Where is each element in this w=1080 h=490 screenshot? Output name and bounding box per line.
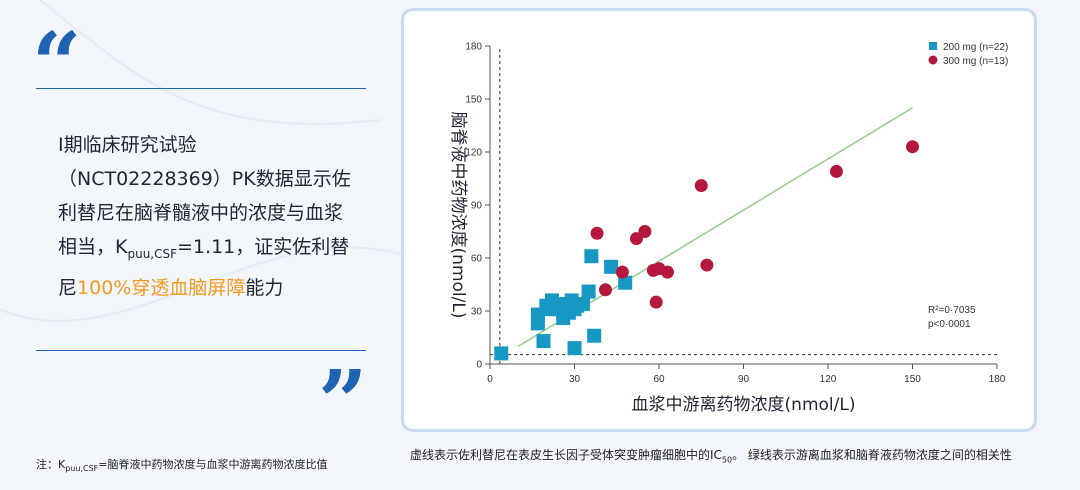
x-tick-label: 30 bbox=[569, 374, 581, 385]
top-divider bbox=[36, 88, 366, 89]
legend-swatch-300mg bbox=[928, 55, 938, 65]
legend-label-200mg: 200 mg (n=22) bbox=[943, 42, 1008, 53]
y-tick-label: 60 bbox=[471, 254, 483, 265]
kpuu-subscript: puu,CSF bbox=[127, 246, 178, 261]
data-point-300mg bbox=[829, 164, 843, 178]
data-point-300mg bbox=[638, 225, 652, 238]
data-point-200mg bbox=[584, 249, 599, 264]
data-point-200mg bbox=[542, 302, 557, 317]
caption-subscript: 50 bbox=[721, 455, 733, 465]
note-subscript: puu,CSF bbox=[65, 464, 99, 474]
y-tick-label: 0 bbox=[476, 360, 482, 371]
data-point-200mg bbox=[618, 275, 633, 290]
chart-caption: 虚线表示佐利替尼在表皮生长因子受体突变肿瘤细胞中的IC50。 绿线表示游离血浆和… bbox=[410, 447, 1050, 468]
x-tick-label: 60 bbox=[653, 374, 665, 385]
y-tick-label: 180 bbox=[465, 42, 482, 53]
y-tick-label: 120 bbox=[465, 148, 482, 159]
y-tick-label: 30 bbox=[471, 307, 483, 318]
highlight-text: 100%穿透血脑屏障 bbox=[77, 276, 246, 299]
caption-prefix: 虚线表示佐利替尼在表皮生长因子受体突变肿瘤细胞中的IC bbox=[410, 448, 722, 462]
x-axis-title: 血浆中游离药物浓度(nmol/L) bbox=[632, 395, 856, 415]
y-tick-label: 90 bbox=[471, 201, 483, 212]
line5-prefix: 尼 bbox=[58, 276, 78, 299]
x-tick-label: 0 bbox=[487, 374, 493, 385]
y-tick-label: 150 bbox=[465, 95, 482, 106]
data-point-300mg bbox=[590, 226, 604, 240]
chart-panel bbox=[401, 8, 1037, 432]
statement-line-1: I期临床研究试验 bbox=[58, 134, 197, 156]
p-value-annotation: p<0·0001 bbox=[928, 319, 971, 330]
main-statement: I期临床研究试验 （NCT02228369）PK数据显示佐 利替尼在脑脊髓液中的… bbox=[58, 128, 368, 305]
open-quote-icon: “ bbox=[32, 14, 82, 115]
x-tick-label: 180 bbox=[989, 374, 1006, 385]
x-tick-label: 90 bbox=[738, 374, 750, 385]
data-point-200mg bbox=[587, 328, 602, 343]
data-point-200mg bbox=[536, 334, 551, 349]
data-point-300mg bbox=[906, 140, 919, 154]
x-tick-label: 120 bbox=[820, 374, 837, 385]
legend-swatch-200mg bbox=[929, 42, 937, 50]
line4-suffix: =1.11，证实佐利替 bbox=[177, 236, 350, 258]
data-point-200mg bbox=[581, 284, 596, 299]
data-point-200mg bbox=[556, 304, 571, 318]
statement-line-3: 利替尼在脑脊髓液中的浓度与血浆 bbox=[58, 202, 344, 224]
x-tick-label: 150 bbox=[904, 374, 921, 385]
data-point-200mg bbox=[494, 346, 509, 361]
y-axis-title: 脑脊液中药物浓度(nmol/L) bbox=[448, 112, 468, 319]
data-point-300mg bbox=[694, 179, 708, 193]
data-point-300mg bbox=[660, 265, 674, 279]
data-point-300mg bbox=[700, 258, 714, 272]
data-point-300mg bbox=[649, 295, 663, 309]
line4-prefix: 相当，K bbox=[58, 236, 128, 258]
statement-line-2: （NCT02228369）PK数据显示佐 bbox=[58, 168, 351, 190]
data-point-200mg bbox=[567, 341, 582, 356]
note-prefix: 注：K bbox=[36, 458, 66, 471]
line5-suffix: 能力 bbox=[245, 276, 284, 299]
bottom-divider bbox=[36, 350, 366, 351]
legend-label-300mg: 300 mg (n=13) bbox=[943, 56, 1008, 67]
close-quote-icon: ” bbox=[318, 352, 368, 453]
data-point-200mg bbox=[575, 296, 590, 311]
note-suffix: =脑脊液中药物浓度与血浆中游离药物浓度比值 bbox=[98, 458, 328, 471]
r-squared-annotation: R²=0·7035 bbox=[928, 305, 976, 316]
data-point-200mg bbox=[604, 259, 619, 274]
data-point-200mg bbox=[530, 316, 545, 331]
data-point-300mg bbox=[598, 283, 612, 297]
scatter-chart: 0 30 60 90 120 150 180 0 30 60 90 120 150 180 200 mg (… bbox=[448, 42, 1008, 416]
data-point-300mg bbox=[615, 265, 629, 279]
statement-line-4: 相当，Kpuu,CSF=1.11，证实佐利替 bbox=[58, 230, 368, 271]
caption-suffix: 。 绿线表示游离血浆和脑脊液药物浓度之间的相关性 bbox=[732, 448, 1012, 462]
statement-line-5: 尼100%穿透血脑屏障能力 bbox=[58, 271, 368, 305]
footnote: 注：Kpuu,CSF=脑脊液中药物浓度与血浆中游离药物浓度比值 bbox=[36, 456, 327, 473]
